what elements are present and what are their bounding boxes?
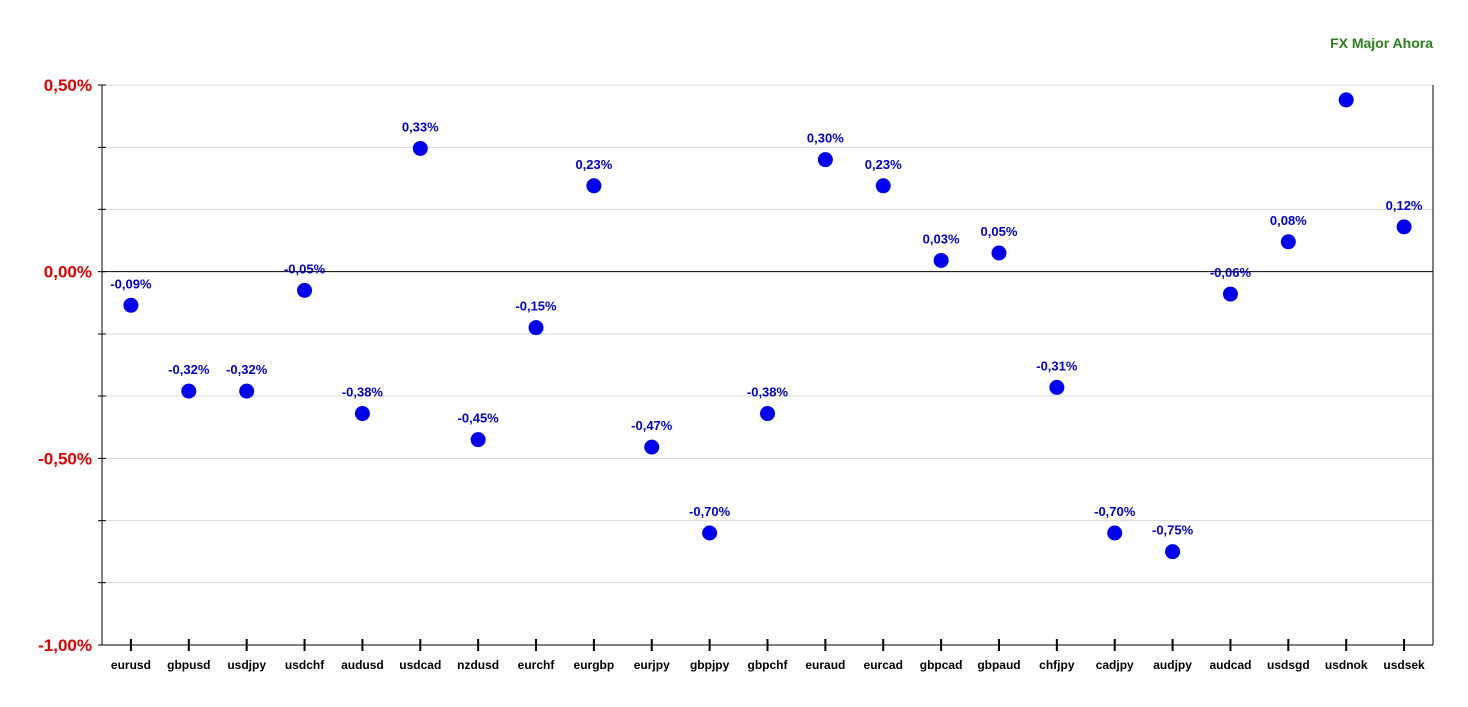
x-tick-label: gbpaud: [977, 658, 1020, 672]
data-label: -0,06%: [1210, 265, 1252, 280]
data-label: -0,32%: [226, 362, 268, 377]
data-label: -0,15%: [515, 299, 557, 314]
x-tick-label: audjpy: [1153, 658, 1192, 672]
data-point: [181, 383, 197, 399]
y-tick-label: -1,00%: [38, 636, 92, 655]
data-label: 0,05%: [981, 224, 1018, 239]
data-point: [528, 320, 544, 336]
data-label: -0,09%: [110, 276, 152, 291]
data-label: 0,23%: [575, 157, 612, 172]
x-tick-label: audusd: [341, 658, 384, 672]
y-tick-label: -0,50%: [38, 449, 92, 468]
data-point: [760, 406, 775, 422]
data-point: [644, 439, 660, 455]
x-tick-label: cadjpy: [1096, 658, 1134, 672]
data-point: [354, 406, 370, 422]
points-layer: [123, 92, 1412, 560]
x-tick-label: usdcad: [399, 658, 441, 672]
data-label: -0,75%: [1152, 523, 1194, 538]
data-label: 0,30%: [807, 131, 844, 146]
data-label: 0,12%: [1386, 198, 1423, 213]
x-tick-label: eurusd: [111, 658, 151, 672]
data-point: [470, 432, 486, 448]
x-tick-label: eurchf: [518, 658, 556, 672]
x-tick-label: gbpusd: [167, 658, 210, 672]
data-label: 0,23%: [865, 157, 902, 172]
data-label: 0,33%: [402, 119, 439, 134]
data-point: [1222, 286, 1238, 302]
data-label: -0,45%: [458, 411, 500, 426]
data-point: [1280, 234, 1296, 250]
x-tick-label: chfjpy: [1039, 658, 1075, 672]
labels-layer: -0,09% -0,32% -0,32% -0,05% -0,38% 0,33% -0,45…: [110, 119, 1423, 537]
data-label: -0,05%: [284, 261, 326, 276]
axis-layer: 0,50% 0,00% -0,50% -1,00% eurusd gbpusd usdjpy…: [38, 76, 1434, 672]
data-point: [1107, 525, 1123, 541]
data-label: -0,32%: [168, 362, 210, 377]
data-point: [702, 525, 718, 541]
chart-title: FX Major Ahora: [1330, 35, 1433, 51]
x-tick-label: gbpjpy: [690, 658, 730, 672]
y-tick-label: 0,00%: [44, 263, 92, 282]
x-tick-label: usdsek: [1383, 658, 1425, 672]
x-tick-label: gbpchf: [748, 658, 789, 672]
data-label: -0,47%: [631, 418, 673, 433]
x-tick-label: usdsgd: [1267, 658, 1310, 672]
data-point: [1396, 219, 1412, 235]
x-tick-label: usdchf: [285, 658, 325, 672]
y-tick-label: 0,50%: [44, 76, 92, 95]
data-point: [817, 152, 833, 168]
x-tick-label: eurgbp: [574, 658, 615, 672]
data-point: [412, 140, 428, 156]
x-tick-label: usdnok: [1325, 658, 1368, 672]
x-tick-label: audcad: [1209, 658, 1251, 672]
x-tick-label: euraud: [805, 658, 845, 672]
data-point: [239, 383, 255, 399]
data-label: -0,70%: [1094, 504, 1136, 519]
data-point: [1165, 544, 1181, 560]
x-tick-label: eurjpy: [634, 658, 670, 672]
data-label: -0,31%: [1036, 358, 1078, 373]
data-point: [1338, 92, 1354, 108]
data-label: -0,70%: [689, 504, 731, 519]
data-point: [875, 178, 891, 194]
data-point: [991, 245, 1007, 261]
grid-layer: [102, 84, 1433, 646]
data-label: 0,08%: [1270, 213, 1307, 228]
data-point: [297, 282, 313, 298]
x-tick-label: gbpcad: [920, 658, 963, 672]
x-tick-label: nzdusd: [457, 658, 499, 672]
data-point: [586, 178, 602, 194]
data-label: 0,03%: [923, 231, 960, 246]
data-label: -0,38%: [342, 385, 384, 400]
x-tick-label: eurcad: [864, 658, 903, 672]
data-point: [933, 252, 949, 268]
data-point: [1049, 379, 1065, 395]
data-point: [123, 297, 139, 313]
data-label: -0,38%: [747, 385, 789, 400]
x-tick-label: usdjpy: [227, 658, 266, 672]
